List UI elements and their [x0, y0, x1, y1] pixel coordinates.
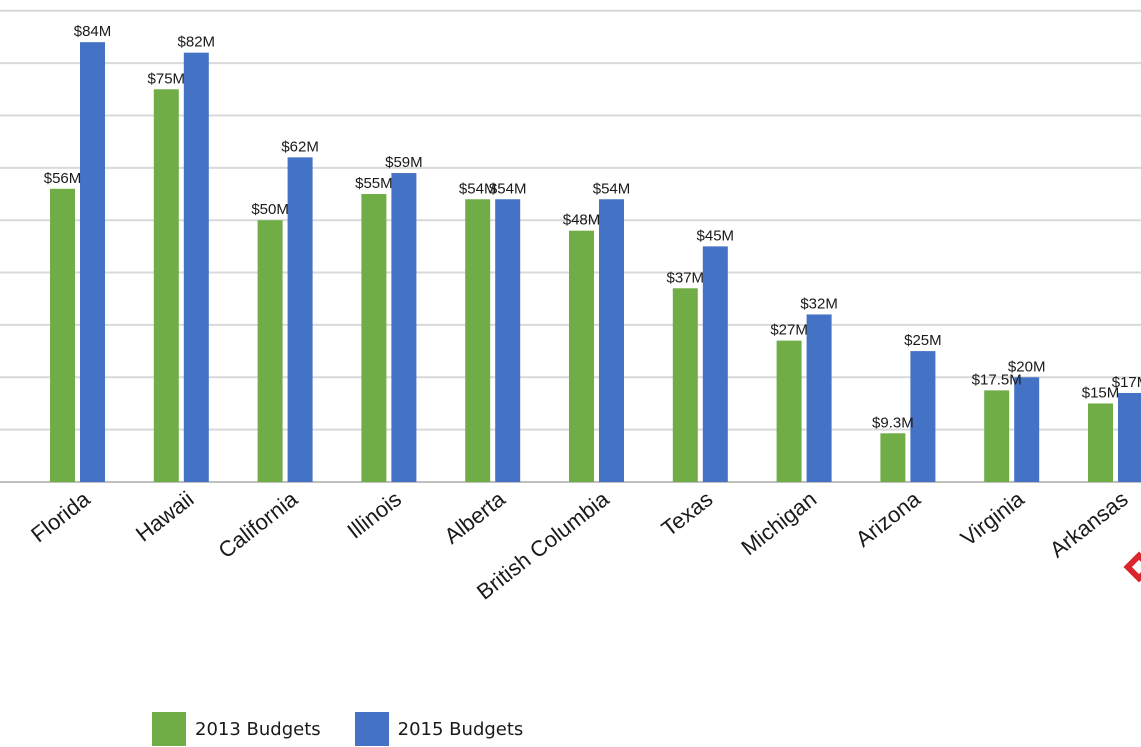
- bar-2015: [702, 246, 728, 482]
- bar-2015: [495, 199, 521, 483]
- x-tick-label: California: [214, 486, 303, 563]
- x-tick-label: Arkansas: [1045, 486, 1133, 562]
- data-label-2015: $62M: [281, 138, 319, 155]
- data-label-2013: $37M: [667, 269, 705, 286]
- x-tick-label: Hawaii: [131, 486, 198, 546]
- x-tick-label: Illinois: [342, 486, 406, 543]
- x-tick-label: Arizona: [851, 486, 926, 552]
- data-label-2013: $55M: [355, 175, 393, 192]
- data-label-2015: $54M: [489, 180, 527, 197]
- x-tick-label: Florida: [26, 486, 95, 548]
- bars: [50, 42, 1141, 483]
- data-label-2015: $17M: [1112, 374, 1141, 391]
- data-label-2013: $54M: [459, 180, 497, 197]
- data-label-2013: $9.3M: [872, 414, 914, 431]
- data-label-2013: $17.5M: [972, 371, 1022, 388]
- data-label-2015: $45M: [697, 227, 735, 244]
- data-label-2015: $20M: [1008, 358, 1046, 375]
- bar-2013: [153, 89, 179, 483]
- bar-2015: [1118, 392, 1141, 482]
- data-label-2013: $56M: [44, 170, 82, 187]
- bar-2013: [1088, 403, 1113, 482]
- bar-2013: [776, 340, 802, 482]
- legend-swatch-2015: [354, 712, 389, 746]
- bar-2013: [465, 199, 491, 483]
- bar-2015: [391, 173, 417, 483]
- legend: 2013 Budgets 2015 Budgets: [152, 712, 523, 746]
- legend-label-2013: 2013 Budgets: [195, 718, 321, 740]
- x-tick-label: Virginia: [956, 486, 1029, 551]
- bar-2015: [183, 52, 209, 482]
- data-label-2015: $59M: [385, 154, 423, 171]
- bar-2013: [569, 230, 594, 482]
- bar-2015: [599, 199, 624, 483]
- x-axis-tick-labels: Florida Hawaii California Illinois AlbertaBr…: [26, 486, 1132, 605]
- data-label-2015: $82M: [178, 34, 216, 51]
- data-label-2013: $27M: [770, 322, 808, 339]
- legend-item-2013: 2013 Budgets: [152, 712, 321, 746]
- x-tick-label: Texas: [657, 486, 718, 541]
- data-label-2015: $32M: [800, 295, 838, 312]
- x-tick-label: Michigan: [736, 486, 821, 560]
- bar-2015: [806, 314, 832, 482]
- bar-2013: [984, 390, 1010, 482]
- legend-item-2015: 2015 Budgets: [354, 712, 524, 746]
- bar-2015: [287, 157, 313, 483]
- legend-swatch-2013: [152, 712, 186, 746]
- bar-2015: [80, 42, 105, 483]
- legend-label-2015: 2015 Budgets: [397, 718, 524, 740]
- data-label-2013: $50M: [251, 201, 289, 218]
- data-label-2013: $75M: [148, 70, 186, 87]
- bar-2013: [880, 433, 906, 482]
- bar-2013: [50, 188, 75, 482]
- bar-2015: [1014, 377, 1040, 482]
- bar-2015: [910, 351, 936, 482]
- bar-2013: [361, 194, 387, 482]
- bar-2013: [257, 220, 283, 482]
- data-label-2015: $84M: [74, 23, 112, 40]
- data-label-2013: $15M: [1082, 384, 1120, 401]
- data-label-2015: $54M: [593, 180, 631, 197]
- data-labels: $56M$84M$75M$82M$50M$62M$55M$59M$54M$54M…: [44, 23, 1141, 431]
- x-tick-label: Alberta: [439, 486, 510, 549]
- bar-2013: [672, 288, 698, 482]
- data-label-2015: $25M: [904, 332, 942, 349]
- data-label-2013: $48M: [563, 212, 601, 229]
